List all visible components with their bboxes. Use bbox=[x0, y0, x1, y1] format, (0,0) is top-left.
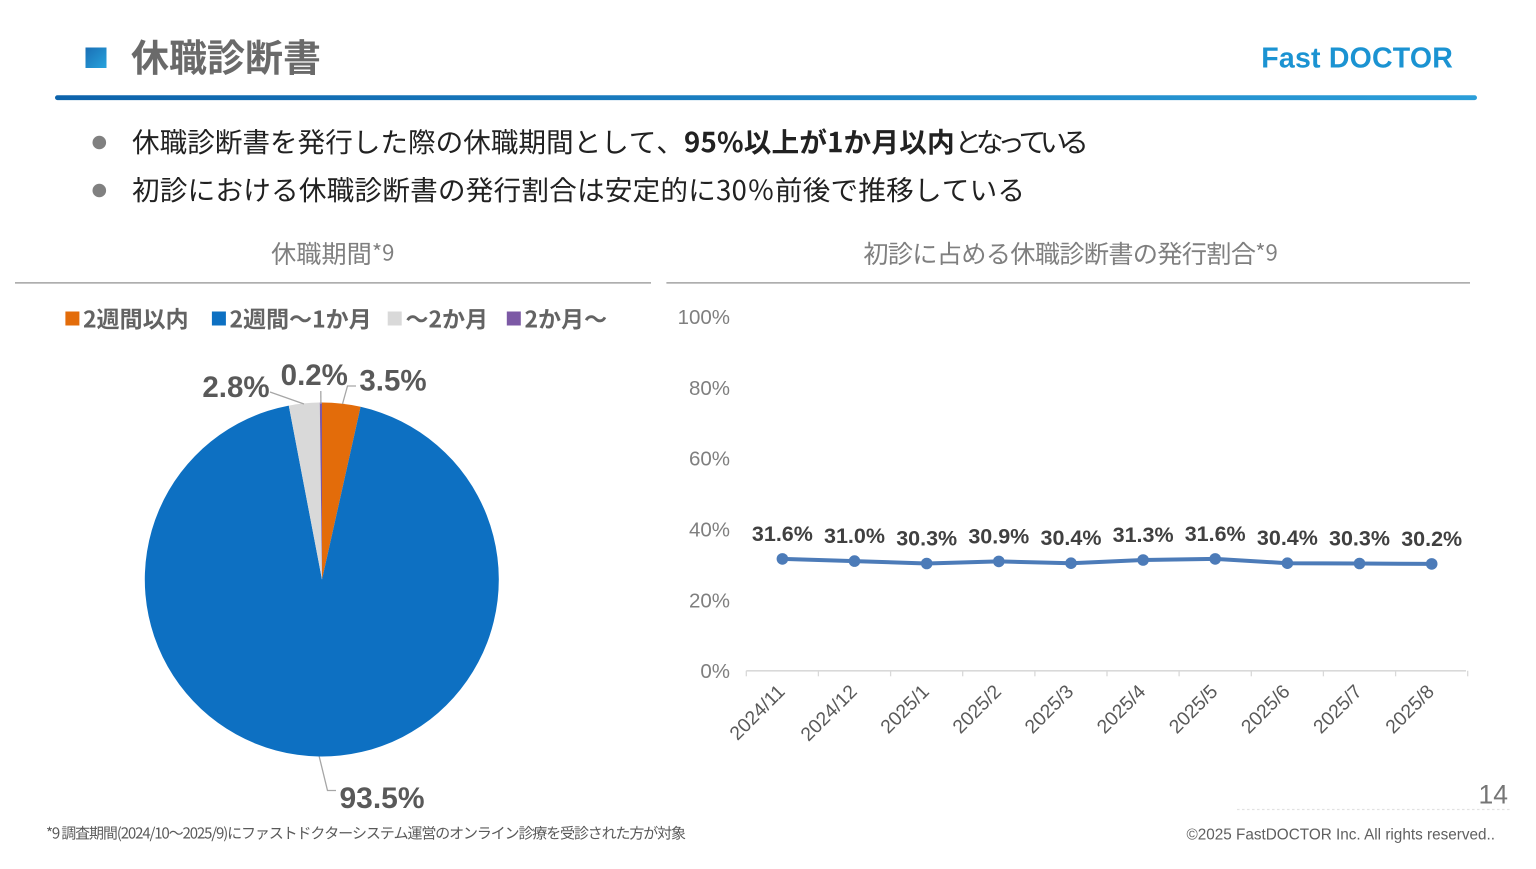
svg-text:30.3%: 30.3% bbox=[896, 527, 957, 551]
svg-text:30.3%: 30.3% bbox=[1329, 527, 1390, 551]
svg-text:Fast DOCTOR: Fast DOCTOR bbox=[1261, 43, 1453, 75]
svg-text:30.9%: 30.9% bbox=[968, 524, 1029, 548]
svg-text:30.4%: 30.4% bbox=[1041, 526, 1102, 550]
svg-text:©2025 FastDOCTOR Inc. All righ: ©2025 FastDOCTOR Inc. All rights reserve… bbox=[1186, 827, 1495, 844]
svg-text:3.5%: 3.5% bbox=[359, 365, 426, 398]
svg-text:31.6%: 31.6% bbox=[752, 522, 813, 546]
svg-text:80%: 80% bbox=[689, 377, 730, 400]
svg-text:60%: 60% bbox=[689, 448, 730, 471]
svg-text:100%: 100% bbox=[678, 306, 730, 329]
svg-text:31.3%: 31.3% bbox=[1113, 523, 1174, 547]
svg-text:2.8%: 2.8% bbox=[202, 371, 269, 404]
svg-text:0.2%: 0.2% bbox=[281, 359, 348, 392]
svg-text:93.5%: 93.5% bbox=[339, 782, 424, 815]
svg-text:20%: 20% bbox=[689, 589, 730, 612]
svg-text:0%: 0% bbox=[700, 660, 730, 683]
svg-text:31.0%: 31.0% bbox=[824, 524, 885, 548]
svg-text:31.6%: 31.6% bbox=[1185, 522, 1246, 546]
svg-text:30.4%: 30.4% bbox=[1257, 526, 1318, 550]
svg-text:40%: 40% bbox=[689, 519, 730, 542]
svg-text:14: 14 bbox=[1479, 780, 1508, 810]
svg-text:30.2%: 30.2% bbox=[1401, 527, 1462, 551]
